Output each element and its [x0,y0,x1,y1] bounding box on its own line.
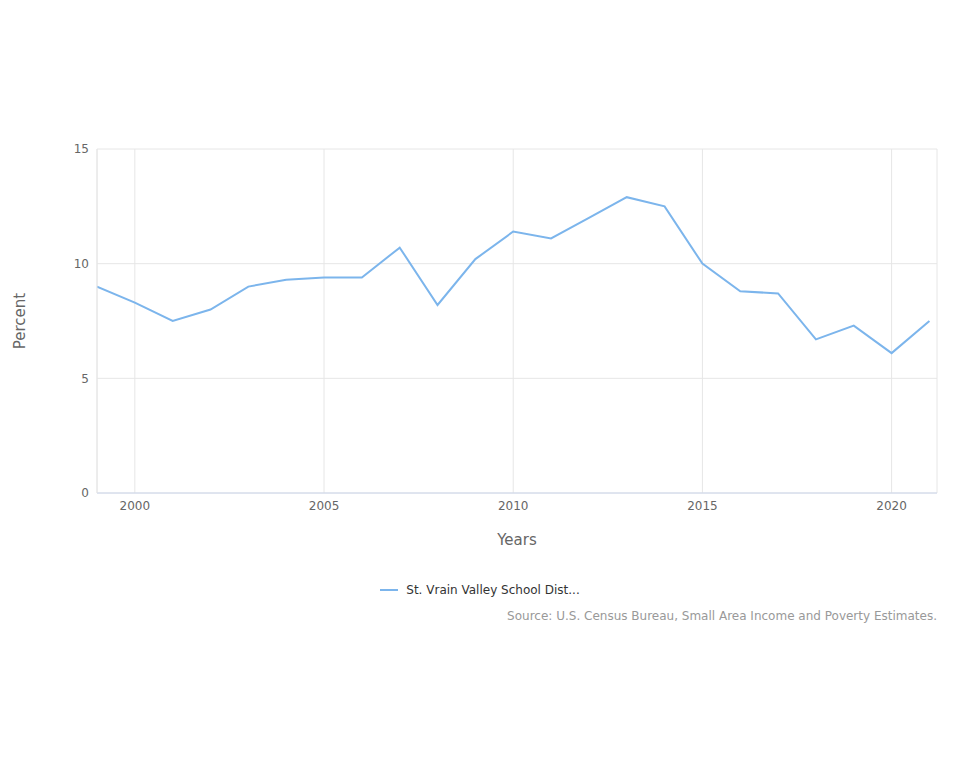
svg-text:10: 10 [74,257,89,271]
html-text:St. Vrain Valley School Dist..: St. Vrain Valley School Dist... [406,583,580,597]
html-text:Source: U.S. Census Bureau, Sm: Source: U.S. Census Bureau, Small Area I… [507,609,937,623]
svg-text:2015: 2015 [687,499,718,513]
svg-text:2010: 2010 [498,499,529,513]
svg-text:2005: 2005 [309,499,340,513]
svg-text:Percent: Percent [11,293,29,350]
svg-text:15: 15 [74,142,89,156]
svg-text:Years: Years [496,531,537,549]
svg-text:5: 5 [81,372,89,386]
svg-text:0: 0 [81,486,89,500]
svg-text:2000: 2000 [120,499,151,513]
svg-text:2020: 2020 [876,499,907,513]
